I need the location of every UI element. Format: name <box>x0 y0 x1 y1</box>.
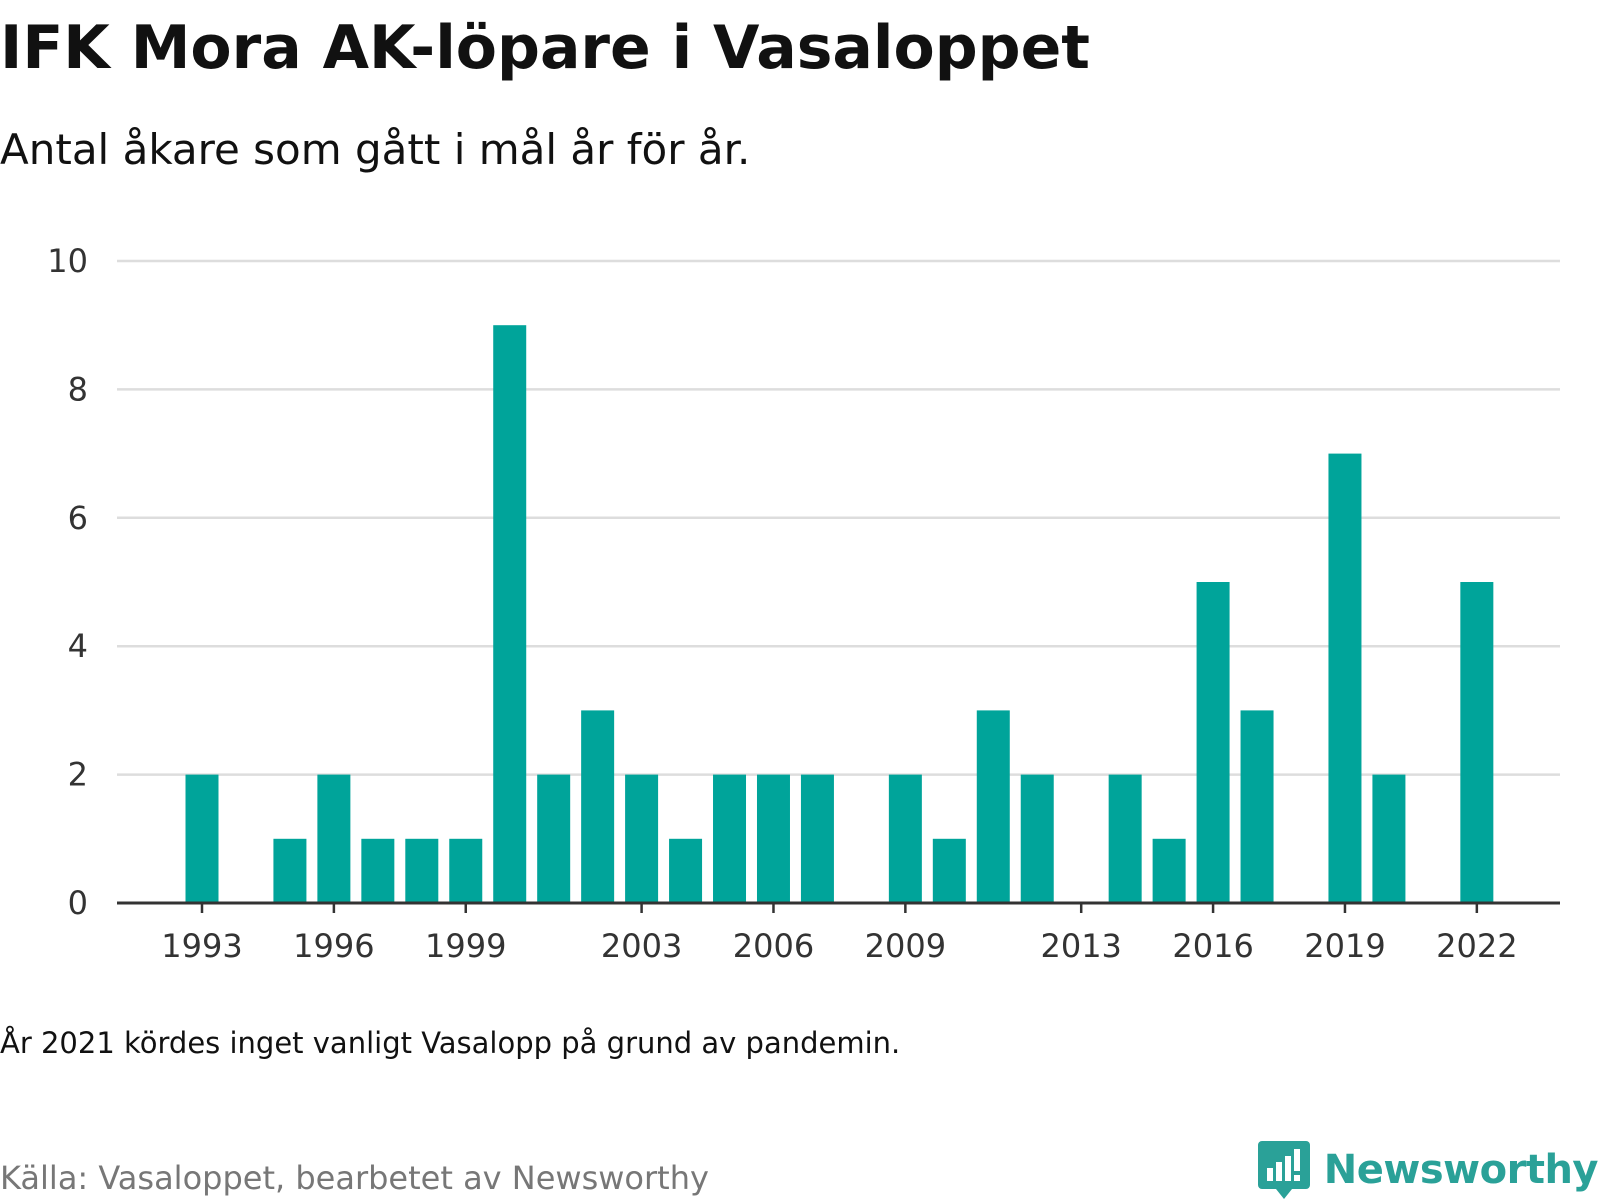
bar-2000 <box>493 325 527 903</box>
chart-subtitle: Antal åkare som gått i mål år för år. <box>0 125 751 174</box>
newsworthy-logo: Newsworthy <box>1257 1140 1599 1200</box>
bar-1995 <box>273 838 307 903</box>
bar-1993 <box>185 774 219 903</box>
bar-2015 <box>1152 838 1186 903</box>
bar-2010 <box>932 838 966 903</box>
x-tick-label: 2003 <box>601 927 682 965</box>
bar-2017 <box>1240 710 1274 903</box>
source-credit: Källa: Vasaloppet, bearbetet av Newswort… <box>0 1159 709 1197</box>
bar-2001 <box>537 774 571 903</box>
x-tick-label: 2022 <box>1436 927 1517 965</box>
x-tick-label: 2009 <box>865 927 946 965</box>
logo-text: Newsworthy <box>1323 1147 1599 1193</box>
bar-2012 <box>1020 774 1054 903</box>
bar-1999 <box>449 838 483 903</box>
bar-2016 <box>1196 582 1230 903</box>
y-tick-label: 0 <box>68 884 88 922</box>
bar-1998 <box>405 838 439 903</box>
x-tick-label: 2013 <box>1040 927 1121 965</box>
bar-2005 <box>713 774 747 903</box>
x-tick-label: 2016 <box>1172 927 1253 965</box>
bar-2022 <box>1460 582 1494 903</box>
bar-2004 <box>669 838 703 903</box>
bar-2007 <box>800 774 834 903</box>
bar-1997 <box>361 838 395 903</box>
y-tick-label: 2 <box>68 756 88 794</box>
x-tick-label: 1993 <box>161 927 242 965</box>
bars <box>185 325 1494 903</box>
y-axis-ticks: 0 2 4 6 8 10 <box>47 242 88 922</box>
chart-title: IFK Mora AK-löpare i Vasaloppet <box>0 13 1090 83</box>
bar-2020 <box>1372 774 1406 903</box>
bar-2011 <box>976 710 1010 903</box>
y-tick-label: 6 <box>68 499 88 537</box>
x-tick-label: 1999 <box>425 927 506 965</box>
bar-2014 <box>1108 774 1142 903</box>
bar-1996 <box>317 774 351 903</box>
bar-chart-speech-bubble-icon <box>1257 1141 1310 1199</box>
bar-2019 <box>1328 453 1362 903</box>
x-tick-label: 2019 <box>1304 927 1385 965</box>
y-tick-label: 10 <box>47 242 88 280</box>
x-tick-label: 2006 <box>733 927 814 965</box>
y-tick-label: 4 <box>68 627 88 665</box>
bar-2006 <box>756 774 790 903</box>
x-axis-ticks: 1993 1996 1999 2003 2006 2009 2013 2016 2019 2022 <box>161 903 1518 965</box>
x-tick-label: 1996 <box>293 927 374 965</box>
grid-lines <box>117 259 1560 776</box>
bar-2002 <box>581 710 615 903</box>
bar-2009 <box>888 774 922 903</box>
bar-chart: 0 2 4 6 8 10 1993 1996 1999 2003 2006 2009 2013 2016… <box>47 242 1560 965</box>
y-tick-label: 8 <box>68 370 88 408</box>
bar-2003 <box>625 774 659 903</box>
footnote: År 2021 kördes inget vanligt Vasalopp på… <box>0 1026 901 1060</box>
